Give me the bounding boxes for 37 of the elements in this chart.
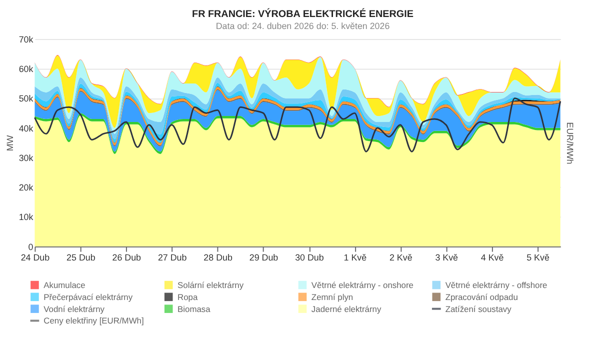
x-tick-label: 4 Kvě <box>480 252 504 263</box>
x-tick-label: 28 Dub <box>204 252 232 263</box>
chart-title: FR FRANCIE: VÝROBA ELEKTRICKÉ ENERGIE <box>192 8 414 20</box>
legend-label: Ceny elektřiny [EUR/MWh] <box>44 316 144 326</box>
legend-label: Solární elektrárny <box>178 280 244 290</box>
x-tick-label: 5 Kvě <box>526 252 550 263</box>
legend-label: Zatížení soustavy <box>445 304 512 314</box>
legend-label: Větrné elektrárny - offshore <box>445 280 548 290</box>
legend-label: Jaderné elektrárny <box>311 304 382 314</box>
x-tick-label: 1 Kvě <box>344 252 367 263</box>
x-tick-label: 2 Kvě <box>389 252 412 263</box>
x-tick-label: 25 Dub <box>66 252 96 263</box>
x-tick-label: 24 Dub <box>20 252 50 263</box>
x-tick-label: 27 Dub <box>158 252 187 263</box>
x-tick-label: 30 Dub <box>295 252 324 263</box>
legend-label: Zemní plyn <box>311 292 354 302</box>
y-tick-label: 40k <box>18 123 34 134</box>
y-tick-label: 20k <box>18 182 34 193</box>
y2-axis-title: EUR/MWh <box>564 122 575 164</box>
x-tick-label: 26 Dub <box>112 252 142 263</box>
y-axis-title: MW <box>4 134 15 152</box>
y-tick-label: 70k <box>18 34 34 45</box>
y-tick-label: 10k <box>18 212 34 222</box>
y-tick-label: 0 <box>28 242 34 252</box>
legend-label: Přečerpávací elektrárny <box>44 292 134 302</box>
y-tick-label: 30k <box>18 152 34 163</box>
legend-label: Ropa <box>178 292 198 302</box>
x-tick-label: 29 Dub <box>249 252 278 263</box>
legend-label: Větrné elektrárny - onshore <box>311 280 414 290</box>
x-tick-label: 3 Kvě <box>435 252 458 263</box>
chart-subtitle: Data od: 24. duben 2026 do: 5. květen 2026 <box>216 21 390 32</box>
legend-label: Biomasa <box>178 304 211 314</box>
y-tick-label: 60k <box>18 64 34 74</box>
legend-label: Vodní elektrárny <box>44 304 106 314</box>
y-tick-label: 50k <box>18 94 34 104</box>
legend-label: Akumulace <box>44 280 86 290</box>
legend-label: Zpracování odpadu <box>445 292 518 302</box>
